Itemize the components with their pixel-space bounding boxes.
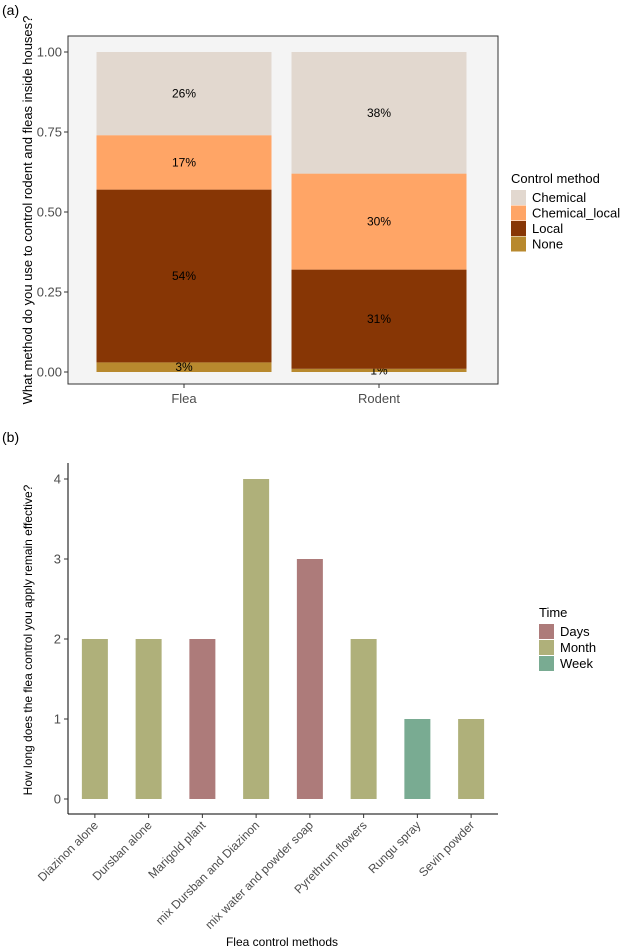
legend-swatch	[511, 190, 526, 205]
y-tick-label: 0.75	[37, 125, 62, 140]
legend-label: Week	[560, 656, 593, 671]
y-tick-label: 0.00	[37, 365, 62, 380]
bar-rodent-local	[291, 269, 467, 369]
data-label-flea-chemical-local: 17%	[172, 155, 196, 169]
x-tick-label: Rodent	[358, 391, 400, 406]
legend-title-b: Time	[539, 605, 567, 620]
bar-rungu-spray	[404, 719, 431, 799]
bar-pyrethrum-flowers	[350, 639, 377, 799]
bar-marigold-plant	[189, 639, 216, 799]
bar-flea-local	[96, 189, 272, 363]
legend-swatch	[539, 656, 554, 671]
y-tick-label: 0.25	[37, 285, 62, 300]
y-axis-title-a: What method do you use to control rodent…	[20, 16, 35, 405]
legend-swatch	[511, 205, 526, 221]
bar-mix-dursban-and-diazinon	[243, 479, 270, 799]
panel-label-b: (b)	[2, 429, 19, 445]
legend-label: Month	[560, 640, 596, 655]
x-tick-label: Rungu spray	[365, 818, 423, 876]
y-tick-label: 3	[54, 552, 61, 567]
legend-label: Chemical	[532, 190, 586, 205]
data-label-rodent-chemical: 38%	[367, 106, 391, 120]
bar-dursban-alone	[135, 639, 162, 799]
y-tick-label: 0	[54, 792, 61, 807]
x-axis-title-b: Flea control methods	[226, 935, 338, 949]
legend-label: None	[532, 237, 563, 252]
legend-label: Chemical_local	[532, 206, 620, 221]
y-tick-label: 0.50	[37, 205, 62, 220]
y-tick-label: 1.00	[37, 45, 62, 60]
x-tick-label: Sevin powder	[416, 818, 477, 879]
bar-diazinon-alone	[81, 639, 108, 799]
legend-label: Days	[560, 624, 590, 639]
data-label-flea-chemical: 26%	[172, 87, 196, 101]
bar-rodent-chemical	[291, 52, 467, 174]
x-tick-label: mix water and powder soap	[202, 818, 316, 932]
data-label-flea-local: 54%	[172, 269, 196, 283]
y-tick-label: 2	[54, 632, 61, 647]
data-label-rodent-local: 31%	[367, 312, 391, 326]
bar-flea-chemical-local	[96, 135, 272, 190]
x-tick-label: mix Dursban and Diazinon	[153, 818, 262, 927]
panel-label-a: (a)	[2, 2, 19, 18]
legend-title-a: Control method	[511, 171, 600, 186]
bar-flea-none	[96, 362, 272, 372]
bar-flea-chemical	[96, 52, 272, 136]
legend-swatch	[539, 624, 554, 639]
legend-swatch	[511, 236, 526, 252]
legend-swatch	[539, 640, 554, 655]
bar-rodent-chemical-local	[291, 173, 467, 270]
bar-sevin-powder	[458, 719, 485, 799]
y-tick-label: 1	[54, 712, 61, 727]
bar-mix-water-and-powder-soap	[296, 559, 323, 799]
bar-rodent-none	[291, 368, 467, 372]
data-label-rodent-chemical-local: 30%	[367, 215, 391, 229]
data-label-flea-none: 3%	[175, 360, 193, 374]
x-tick-label: Flea	[171, 391, 197, 406]
y-tick-label: 4	[54, 472, 61, 487]
legend-label: Local	[532, 221, 563, 236]
y-axis-title-b: How long does the flea control you apply…	[21, 484, 35, 795]
legend-swatch	[511, 221, 526, 236]
